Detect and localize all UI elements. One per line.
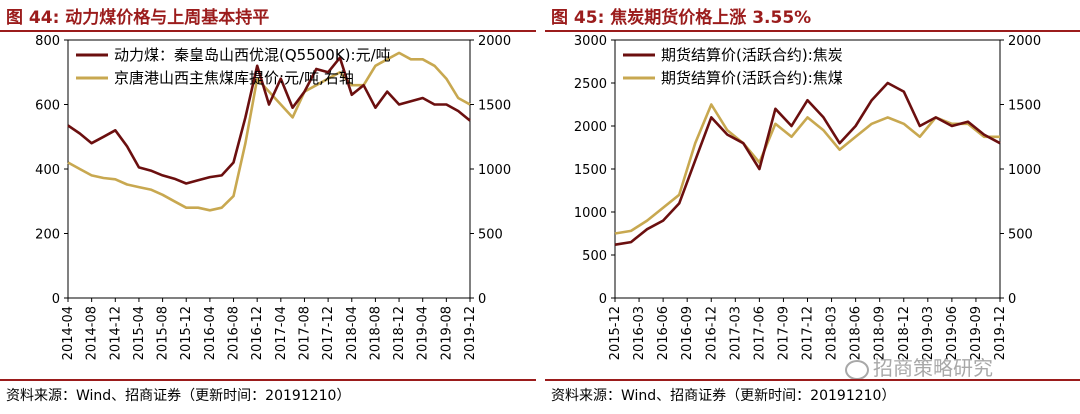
y-tick-label: 3000	[574, 34, 607, 49]
right-source-note: 资料来源：Wind、招商证券（更新时间：20191210）	[551, 388, 896, 404]
x-tick-label: 2019-04	[416, 306, 431, 360]
left-title-rule	[0, 30, 536, 32]
series-line	[67, 56, 471, 185]
right-chart-svg: 0 500 1000 1500 2000 2500 3000 0 500 1000 1500 2000…	[574, 34, 1041, 360]
y2-tick-label: 2000	[478, 34, 511, 49]
x-tick-label: 2017-12	[321, 306, 336, 360]
x-tick-label: 2014-12	[108, 306, 123, 360]
x-tick-label: 2017-04	[274, 306, 289, 360]
legend-label: 动力煤：秦皇岛山西优混(Q5500K):元/吨	[114, 46, 391, 64]
y2-tick-label: 0	[1008, 292, 1016, 307]
right-title-rule	[545, 30, 1080, 32]
y2-tick-label: 2000	[1008, 34, 1041, 49]
left-chart-svg: 0 200 400 600 800 0 500 1000 1500 2000 2014-04 2014…	[35, 34, 511, 360]
x-tick-label: 2019-03	[921, 306, 936, 360]
y-tick-label: 1500	[574, 163, 607, 178]
x-tick-label: 2014-04	[61, 306, 76, 360]
left-chart-panel: 图 44: 动力煤价格与上周基本持平 0 200 400 600 800 0 500 1000…	[0, 0, 536, 414]
y-tick-label: 500	[582, 249, 607, 264]
x-tick-label: 2016-09	[680, 306, 695, 360]
series-line	[67, 51, 471, 212]
left-source-rule	[0, 379, 536, 381]
x-tick-label: 2016-06	[656, 306, 671, 360]
y2-tick-label: 500	[1008, 228, 1033, 243]
x-tick-label: 2019-06	[945, 306, 960, 360]
x-tick-label: 2016-12	[704, 306, 719, 360]
x-tick-label: 2018-04	[345, 306, 360, 360]
y-tick-label: 600	[35, 99, 60, 114]
x-tick-label: 2016-04	[203, 306, 218, 360]
y2-tick-label: 1000	[478, 163, 511, 178]
y2-tick-label: 1000	[1008, 163, 1041, 178]
x-tick-label: 2019-09	[969, 306, 984, 360]
legend-label: 期货结算价(活跃合约):焦炭	[661, 46, 843, 64]
right-chart-panel: 图 45: 焦炭期货价格上涨 3.55% 0 500 1000 1500 2000 250…	[545, 0, 1080, 414]
x-tick-label: 2019-12	[993, 306, 1008, 360]
x-tick-label: 2017-03	[728, 306, 743, 360]
y-tick-label: 400	[35, 163, 60, 178]
x-tick-label: 2017-08	[297, 306, 312, 360]
left-source-note: 资料来源：Wind、招商证券（更新时间：20191210）	[6, 388, 351, 404]
y-tick-label: 2500	[574, 77, 607, 92]
x-tick-label: 2014-08	[85, 306, 100, 360]
wechat-icon	[845, 359, 869, 380]
right-chart-title: 图 45: 焦炭期货价格上涨 3.55%	[551, 8, 812, 28]
x-tick-label: 2015-12	[608, 306, 623, 360]
x-tick-label: 2016-12	[250, 306, 265, 360]
x-tick-label: 2017-12	[801, 306, 816, 360]
x-tick-label: 2018-08	[368, 306, 383, 360]
y-tick-label: 0	[52, 292, 60, 307]
y2-tick-label: 1500	[478, 99, 511, 114]
series-line	[614, 81, 1001, 246]
series-line	[614, 103, 1000, 235]
x-tick-label: 2017-06	[752, 306, 767, 360]
y-tick-label: 2000	[574, 120, 607, 135]
right-source-rule	[545, 379, 1080, 381]
legend-label: 期货结算价(活跃合约):焦煤	[661, 69, 843, 87]
y-tick-label: 1000	[574, 206, 607, 221]
x-tick-label: 2018-12	[392, 306, 407, 360]
watermark: 招商策略研究	[845, 352, 993, 381]
y-tick-label: 200	[35, 228, 60, 243]
y-tick-label: 0	[599, 292, 607, 307]
x-tick-label: 2015-04	[132, 306, 147, 360]
x-tick-label: 2019-12	[463, 306, 478, 360]
y2-tick-label: 1500	[1008, 99, 1041, 114]
y-tick-label: 800	[35, 34, 60, 49]
y2-tick-label: 0	[478, 292, 486, 307]
x-tick-label: 2016-08	[227, 306, 242, 360]
x-tick-label: 2017-09	[776, 306, 791, 360]
x-tick-label: 2018-09	[873, 306, 888, 360]
left-chart-title: 图 44: 动力煤价格与上周基本持平	[6, 8, 270, 28]
x-tick-label: 2016-03	[632, 306, 647, 360]
x-tick-label: 2018-06	[849, 306, 864, 360]
x-tick-label: 2019-08	[439, 306, 454, 360]
x-tick-label: 2018-03	[825, 306, 840, 360]
x-tick-label: 2015-08	[156, 306, 171, 360]
x-tick-label: 2018-12	[897, 306, 912, 360]
legend-label: 京唐港山西主焦煤库提价:元/吨,右轴	[114, 69, 354, 87]
y2-tick-label: 500	[478, 228, 503, 243]
x-tick-label: 2015-12	[179, 306, 194, 360]
